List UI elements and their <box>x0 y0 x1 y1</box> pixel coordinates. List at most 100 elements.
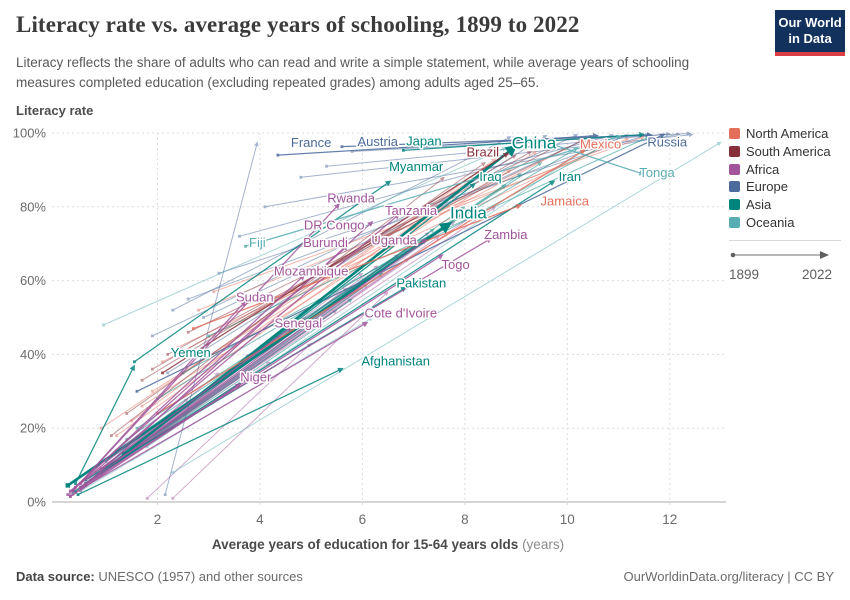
start-point-marker <box>340 145 344 149</box>
y-tick-label: 40% <box>20 347 46 362</box>
trajectory-line <box>100 237 493 470</box>
legend-items: North America South America Africa Europe As… <box>729 125 841 231</box>
y-tick-label: 0% <box>27 495 46 510</box>
trajectory-line <box>239 133 615 237</box>
owid-logo-line2: in Data <box>788 31 832 47</box>
trajectory-europe[interactable] <box>163 141 259 497</box>
trajectory-north-america[interactable] <box>115 195 456 437</box>
country-label-iraq: Iraq <box>479 169 501 184</box>
footer-source: Data source: UNESCO (1957) and other sou… <box>16 569 303 584</box>
trajectory-sudan[interactable] <box>71 300 247 493</box>
trajectory-line <box>103 147 507 326</box>
trajectory-africa[interactable] <box>145 342 312 500</box>
legend-item-europe[interactable]: Europe <box>729 178 841 196</box>
x-tick-label: 4 <box>256 512 264 527</box>
trajectory-europe[interactable] <box>238 133 615 238</box>
trajectory-togo[interactable] <box>79 254 444 489</box>
legend-swatch-south-america <box>729 146 740 158</box>
country-label-mozambique: Mozambique <box>274 264 348 279</box>
trajectory-afghanistan[interactable] <box>76 367 344 497</box>
legend-label: South America <box>746 144 831 160</box>
start-point-marker <box>65 483 71 488</box>
legend-item-oceania[interactable]: Oceania <box>729 213 841 231</box>
x-axis-title-main: Average years of education for 15-64 yea… <box>211 537 519 552</box>
timeline-end-year: 2022 <box>801 267 832 283</box>
trajectory-south-america[interactable] <box>186 139 584 334</box>
country-label-yemen: Yemen <box>171 345 211 360</box>
x-tick-label: 10 <box>560 512 575 527</box>
country-label-zambia: Zambia <box>484 227 528 242</box>
trajectory-tonga[interactable] <box>535 137 645 176</box>
legend-swatch-oceania <box>729 216 740 228</box>
trajectory-tanzania[interactable] <box>79 213 400 485</box>
legend-swatch-africa <box>729 163 740 175</box>
country-label-sudan: Sudan <box>236 289 274 304</box>
trajectory-line <box>193 203 523 330</box>
trajectory-europe[interactable] <box>150 134 579 338</box>
trajectory-fiji[interactable] <box>244 134 622 248</box>
country-label-japan: Japan <box>406 133 441 148</box>
trajectory-line <box>74 364 135 484</box>
footer-license-link[interactable]: OurWorldinData.org/literacy | CC BY <box>623 569 834 584</box>
owid-logo[interactable]: Our World in Data <box>775 10 845 56</box>
trajectory-europe[interactable] <box>325 131 671 168</box>
trajectory-line <box>77 367 344 496</box>
country-label-myanmar: Myanmar <box>389 159 444 174</box>
trajectory-india[interactable] <box>65 221 452 488</box>
trajectory-senegal[interactable] <box>74 326 293 489</box>
country-label-jamaica: Jamaica <box>541 194 590 209</box>
trajectory-europe[interactable] <box>171 136 512 312</box>
legend-item-south-america[interactable]: South America <box>729 143 841 161</box>
trajectory-line <box>403 131 646 151</box>
start-point-marker <box>276 153 280 157</box>
country-label-cote-d-ivoire: Cote d'Ivoire <box>365 305 438 320</box>
chart-subtitle: Literacy reflects the share of adults wh… <box>16 55 690 90</box>
trajectory-yemen[interactable] <box>74 364 135 485</box>
trajectory-line <box>146 342 312 499</box>
y-tick-label: 20% <box>20 421 46 436</box>
trajectory-brazil[interactable] <box>161 152 510 375</box>
trajectory-myanmar[interactable] <box>133 180 392 364</box>
trajectory-line <box>126 162 486 414</box>
country-label-rwanda: Rwanda <box>327 191 375 206</box>
country-label-uganda: Uganda <box>371 232 417 247</box>
legend-item-north-america[interactable]: North America <box>729 125 841 143</box>
legend-timeline: 1899 2022 <box>729 249 841 282</box>
legend-swatch-europe <box>729 181 740 193</box>
legend-swatch-asia <box>729 199 740 211</box>
trajectory-line <box>172 141 722 473</box>
trajectory-north-america[interactable] <box>130 158 497 423</box>
trajectory-line <box>172 136 512 311</box>
country-label-russia: Russia <box>647 135 688 150</box>
trajectory-line <box>85 183 476 485</box>
trajectory-oceania[interactable] <box>102 147 507 327</box>
country-label-senegal: Senegal <box>274 316 322 331</box>
x-axis-title: Average years of education for 15-64 yea… <box>55 537 721 552</box>
trajectory-niger[interactable] <box>68 383 242 498</box>
trajectory-south-america[interactable] <box>125 162 486 415</box>
trajectory-line <box>157 149 586 414</box>
trajectory-north-america[interactable] <box>140 169 512 408</box>
trajectory-japan[interactable] <box>401 131 646 152</box>
trajectory-mozambique[interactable] <box>66 274 306 497</box>
trajectory-line <box>67 221 452 487</box>
start-point-marker <box>350 150 354 153</box>
country-label-mexico: Mexico <box>580 137 621 152</box>
legend-label: Asia <box>746 197 772 213</box>
country-label-india: India <box>450 204 487 223</box>
trajectory-line <box>187 139 584 333</box>
trajectory-africa[interactable] <box>171 291 389 500</box>
trajectory-oceania[interactable] <box>171 141 722 474</box>
trajectory-iraq[interactable] <box>84 183 476 485</box>
trajectory-line <box>131 158 497 422</box>
trajectory-line <box>72 324 322 494</box>
trajectory-asia[interactable] <box>71 324 322 495</box>
x-tick-label: 2 <box>154 512 162 527</box>
legend-item-africa[interactable]: Africa <box>729 160 841 178</box>
trajectory-line <box>134 180 392 363</box>
trajectory-jamaica[interactable] <box>191 203 523 330</box>
y-tick-label: 80% <box>20 199 46 214</box>
legend-item-asia[interactable]: Asia <box>729 196 841 214</box>
trajectory-line <box>164 141 259 495</box>
trajectory-line <box>67 274 306 496</box>
